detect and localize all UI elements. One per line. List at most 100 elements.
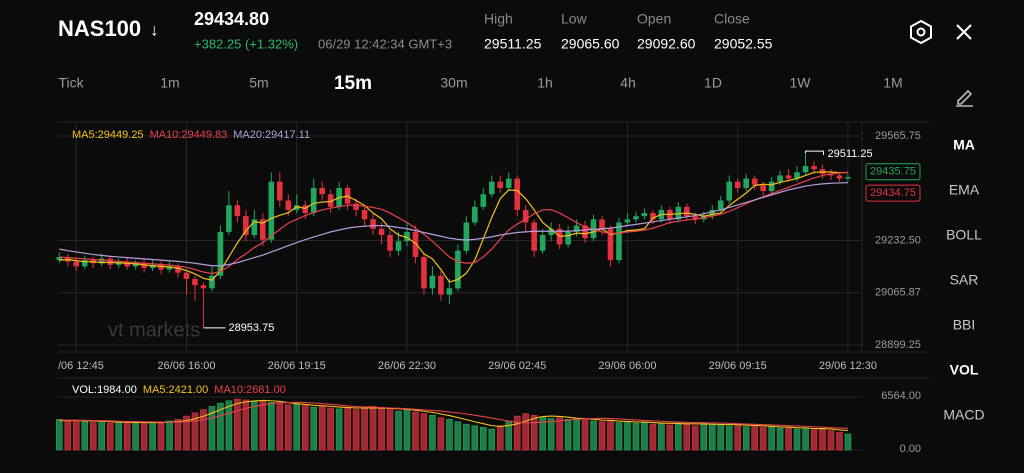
volume-bar — [191, 412, 199, 451]
volume-bar — [471, 425, 479, 451]
candle-body — [514, 178, 521, 210]
high-pointer — [805, 150, 825, 156]
candle-body — [539, 235, 546, 251]
candle-body — [684, 206, 690, 217]
candle-body — [811, 166, 817, 170]
volume-bar — [327, 407, 334, 451]
volume-bar — [496, 425, 504, 451]
candle-body — [353, 203, 359, 210]
candle-body — [81, 260, 88, 267]
x-tick-label: /06 12:45 — [58, 360, 104, 372]
candle-body — [226, 205, 232, 232]
candle-body — [217, 231, 224, 276]
volume-bar — [378, 408, 385, 451]
y-tick-label: 6564.00 — [881, 390, 921, 402]
volume-bar — [581, 419, 589, 451]
volume-bar — [446, 419, 453, 451]
timeframe-tab[interactable]: 30m — [440, 75, 467, 91]
candle-body — [429, 275, 436, 289]
price-tag-label: 29434.75 — [870, 187, 916, 199]
candle-body — [285, 200, 292, 210]
draw-tool-button[interactable] — [956, 89, 973, 107]
candle-body — [183, 272, 190, 279]
stat-label: Low — [561, 11, 588, 27]
volume-bar — [217, 402, 224, 451]
volume-bar — [463, 423, 470, 451]
volume-bar — [819, 428, 826, 451]
candle-body — [616, 222, 622, 261]
volume-bar — [166, 420, 173, 451]
volume-bar — [666, 424, 674, 451]
candle-body — [760, 184, 766, 192]
volume-bar — [318, 406, 326, 451]
settings-button[interactable] — [910, 19, 932, 45]
price-tag — [865, 163, 921, 181]
candle-body — [599, 219, 605, 229]
candle-body — [166, 266, 173, 270]
ma-line — [59, 171, 848, 275]
candle-body — [251, 219, 258, 236]
candle-body — [751, 178, 758, 185]
timeframe-tab[interactable]: 15m — [334, 73, 372, 94]
volume-bar — [251, 401, 258, 451]
volume-bar — [624, 421, 631, 451]
timeframe-tab[interactable]: 1W — [790, 75, 812, 91]
indicator-tab[interactable]: MA — [953, 137, 975, 153]
timeframe-tab[interactable]: 1m — [160, 75, 179, 91]
volume-bar — [776, 427, 784, 451]
timeframe-tab[interactable]: Tick — [58, 75, 84, 91]
volume-bar — [658, 423, 665, 451]
indicator-tab[interactable]: BBI — [953, 317, 976, 333]
price-tag — [865, 184, 921, 202]
timeframe-tab[interactable]: 1M — [883, 75, 902, 91]
candle-body — [302, 205, 309, 214]
volume-bar — [700, 423, 708, 451]
volume-bar — [564, 419, 572, 451]
indicator-tab[interactable]: EMA — [949, 182, 980, 198]
indicator-tab[interactable]: BOLL — [946, 227, 982, 243]
candle-body — [327, 194, 334, 207]
candle-body — [717, 200, 724, 210]
volume-bar — [183, 415, 190, 451]
symbol[interactable]: NAS100 — [58, 16, 141, 41]
timeframe-tab[interactable]: 5m — [249, 75, 268, 91]
volume-bar — [649, 423, 657, 451]
candle-body — [455, 250, 461, 289]
indicator-tab[interactable]: MACD — [943, 407, 984, 423]
volume-bar — [344, 406, 351, 451]
volume-bar — [479, 427, 487, 451]
timeframe-tab[interactable]: 1h — [537, 75, 553, 91]
candle-body — [98, 258, 105, 264]
timeframe-tab[interactable]: 1D — [704, 75, 722, 91]
indicator-tab[interactable]: SAR — [950, 272, 979, 288]
volume-bar — [81, 421, 89, 451]
volume-bar — [708, 424, 716, 451]
timestamp: 06/29 12:42:34 GMT+3 — [318, 36, 452, 51]
candle-body — [141, 263, 147, 268]
volume-bar — [429, 414, 436, 451]
x-tick-label: 26/06 19:15 — [268, 360, 326, 372]
y-tick-label: 28899.25 — [875, 339, 921, 351]
volume-bar — [573, 418, 580, 451]
close-button[interactable] — [956, 24, 972, 40]
volume-bar — [717, 423, 725, 451]
timeframe-tab[interactable]: 4h — [620, 75, 636, 91]
high-label: 29511.25 — [828, 148, 873, 160]
volume-bar — [683, 423, 691, 451]
legend-entry: MA5:2421.00 — [143, 384, 208, 396]
legend-entry: MA5:29449.25 — [72, 129, 144, 141]
indicator-tab[interactable]: VOL — [950, 362, 979, 378]
candle-body — [421, 256, 427, 289]
candle-body — [370, 219, 376, 229]
volume-bar — [149, 421, 156, 451]
volume-bar — [267, 402, 275, 451]
candle-body — [378, 228, 385, 236]
candle-body — [497, 181, 504, 188]
volume-bars — [55, 398, 852, 451]
volume-bar — [234, 398, 241, 451]
volume-bar — [174, 419, 182, 451]
volume-bar — [488, 428, 496, 451]
volume-bar — [742, 426, 750, 451]
